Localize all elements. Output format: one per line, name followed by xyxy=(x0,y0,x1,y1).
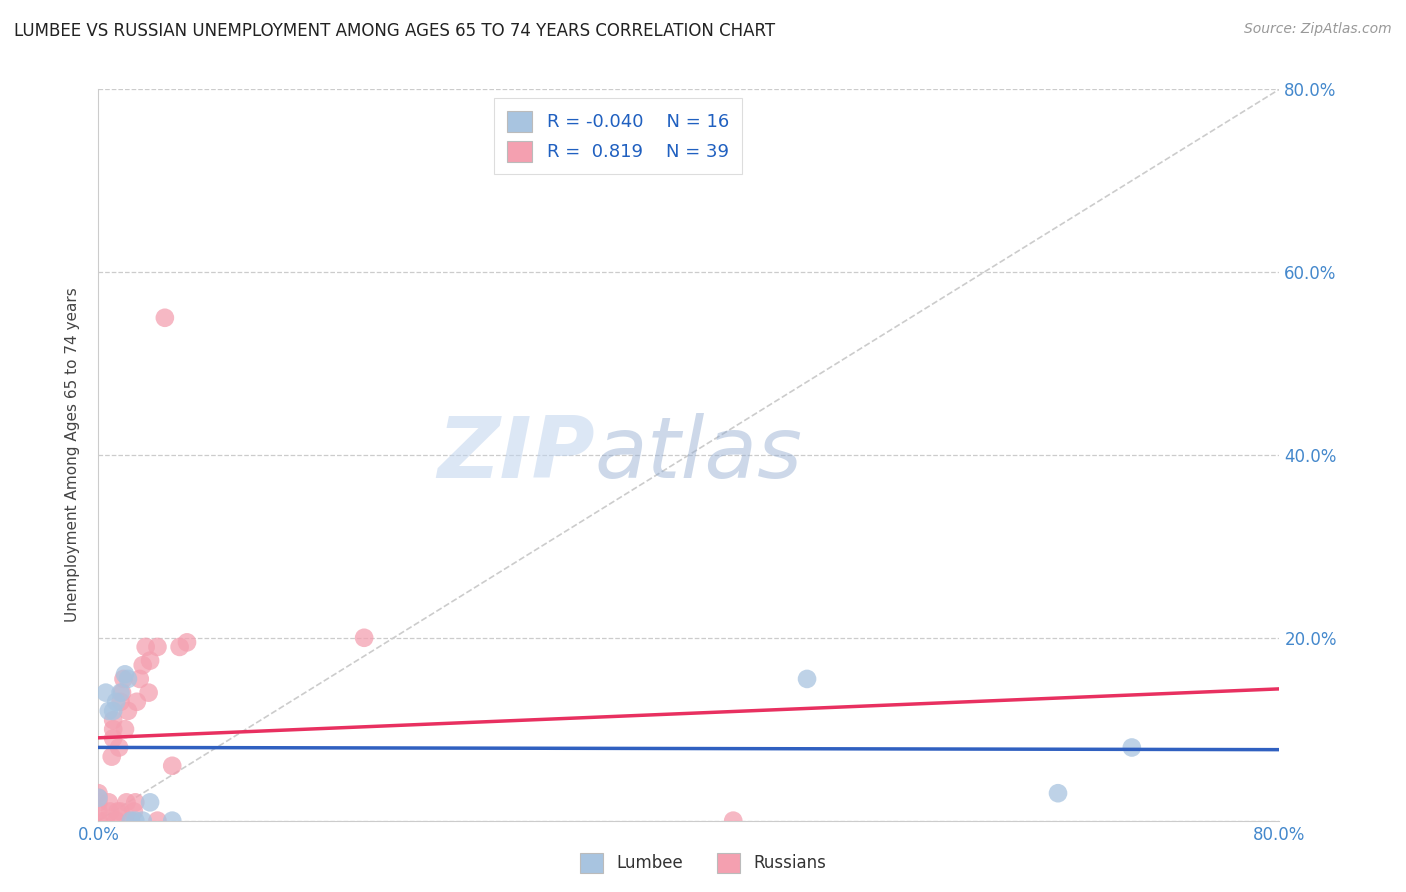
Point xyxy=(103,704,125,718)
Point xyxy=(146,640,169,654)
Point xyxy=(103,713,125,727)
Text: atlas: atlas xyxy=(595,413,803,497)
Point xyxy=(105,695,128,709)
Point xyxy=(124,814,146,828)
Legend: Lumbee, Russians: Lumbee, Russians xyxy=(574,847,832,880)
Point xyxy=(125,695,148,709)
Point xyxy=(162,758,183,772)
Point xyxy=(122,805,145,819)
Point xyxy=(103,731,125,746)
Legend: R = -0.040    N = 16, R =  0.819    N = 39: R = -0.040 N = 16, R = 0.819 N = 39 xyxy=(495,98,742,174)
Point xyxy=(114,667,136,681)
Point xyxy=(105,814,128,828)
Point xyxy=(94,814,117,828)
Point xyxy=(353,631,375,645)
Point xyxy=(87,786,110,800)
Point xyxy=(796,672,818,686)
Point xyxy=(87,805,110,819)
Text: LUMBEE VS RUSSIAN UNEMPLOYMENT AMONG AGES 65 TO 74 YEARS CORRELATION CHART: LUMBEE VS RUSSIAN UNEMPLOYMENT AMONG AGE… xyxy=(14,22,775,40)
Point xyxy=(176,635,198,649)
Text: Source: ZipAtlas.com: Source: ZipAtlas.com xyxy=(1244,22,1392,37)
Point xyxy=(110,685,132,699)
Point xyxy=(138,685,160,699)
Point xyxy=(723,814,745,828)
Point xyxy=(120,814,142,828)
Point xyxy=(107,805,129,819)
Point xyxy=(111,685,134,699)
Point xyxy=(117,672,139,686)
Point xyxy=(103,723,125,737)
Text: ZIP: ZIP xyxy=(437,413,595,497)
Point xyxy=(114,723,136,737)
Point xyxy=(169,640,191,654)
Point xyxy=(139,654,162,668)
Point xyxy=(97,704,120,718)
Point xyxy=(139,796,162,810)
Point xyxy=(162,814,183,828)
Point xyxy=(153,310,176,325)
Y-axis label: Unemployment Among Ages 65 to 74 years: Unemployment Among Ages 65 to 74 years xyxy=(65,287,80,623)
Point xyxy=(97,796,120,810)
Point xyxy=(128,672,150,686)
Point xyxy=(1046,786,1069,800)
Point xyxy=(100,749,122,764)
Point xyxy=(110,805,132,819)
Point xyxy=(98,805,121,819)
Point xyxy=(87,790,110,805)
Point xyxy=(124,796,146,810)
Point xyxy=(1121,740,1143,755)
Point xyxy=(112,672,135,686)
Point xyxy=(132,814,155,828)
Point xyxy=(87,814,110,828)
Point xyxy=(94,685,117,699)
Point xyxy=(87,790,110,805)
Point xyxy=(120,814,142,828)
Point xyxy=(132,658,155,673)
Point xyxy=(117,704,139,718)
Point xyxy=(135,640,157,654)
Point xyxy=(110,695,132,709)
Point xyxy=(108,740,131,755)
Point xyxy=(87,796,110,810)
Point xyxy=(115,796,138,810)
Point xyxy=(146,814,169,828)
